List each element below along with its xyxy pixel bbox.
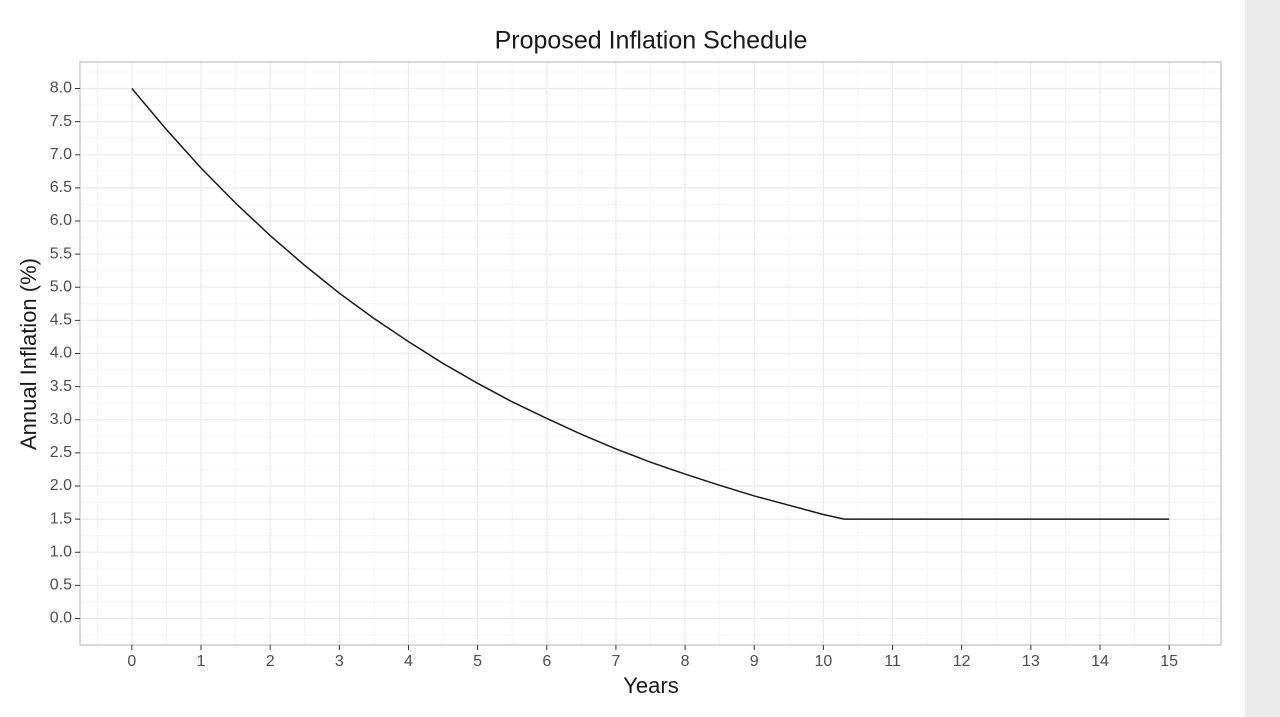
x-axis-title: Years	[623, 673, 678, 698]
grid	[80, 62, 1221, 645]
x-tick-label: 0	[127, 653, 136, 670]
y-axis-title: Annual Inflation (%)	[16, 258, 41, 450]
x-tick-label: 11	[884, 653, 901, 670]
x-tick-label: 13	[1022, 653, 1040, 670]
y-tick-label: 5.5	[50, 245, 72, 262]
x-tick-label: 1	[197, 653, 206, 670]
line-series	[131, 88, 1170, 520]
x-tick-label: 14	[1091, 653, 1109, 670]
y-tick-label: 0.5	[50, 577, 72, 594]
y-tick-label: 2.0	[50, 477, 72, 494]
y-tick-label: 7.0	[50, 146, 72, 163]
y-tick-label: 8.0	[50, 80, 72, 97]
y-tick-label: 2.5	[50, 444, 72, 461]
x-tick-label: 5	[473, 653, 482, 670]
y-tick-label: 0.0	[50, 610, 72, 627]
y-tick-label: 4.0	[50, 345, 72, 362]
y-tick-label: 6.0	[50, 212, 72, 229]
y-tick-label: 1.5	[50, 510, 72, 527]
x-tick-label: 8	[681, 653, 690, 670]
y-tick-label: 3.0	[50, 411, 72, 428]
y-tick-label: 5.0	[50, 278, 72, 295]
x-tick-label: 9	[750, 653, 759, 670]
side-strip	[1245, 0, 1280, 717]
y-tick-label: 7.5	[50, 113, 72, 130]
x-tick-label: 3	[335, 653, 344, 670]
x-tick-label: 12	[953, 653, 971, 670]
x-tick-label: 7	[611, 653, 620, 670]
x-tick-label: 6	[542, 653, 551, 670]
y-tick-label: 3.5	[50, 378, 72, 395]
x-tick-label: 15	[1160, 653, 1178, 670]
x-tick-label: 10	[814, 653, 832, 670]
y-tick-label: 4.5	[50, 312, 72, 329]
chart-title: Proposed Inflation Schedule	[495, 27, 808, 55]
y-tick-label: 1.0	[50, 543, 72, 560]
x-tick-label: 2	[266, 653, 275, 670]
x-tick-label: 4	[404, 653, 413, 670]
y-tick-label: 6.5	[50, 179, 72, 196]
